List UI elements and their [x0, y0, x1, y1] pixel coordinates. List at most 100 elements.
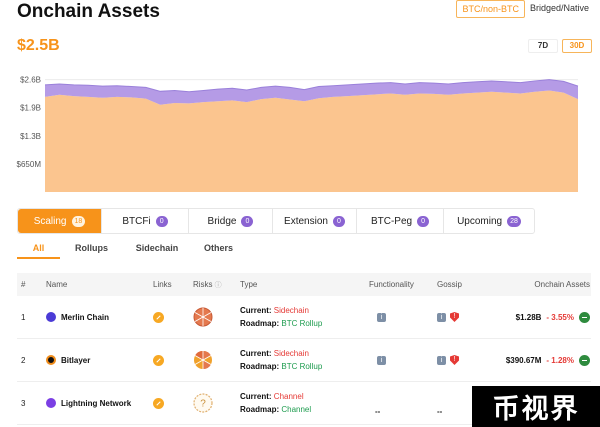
header-risks[interactable]: Risks ⓘ	[193, 273, 233, 296]
series-upper-area	[45, 79, 578, 105]
roadmap-label: Roadmap:	[240, 319, 280, 328]
risks-cell: ?	[193, 382, 233, 424]
header-risks-label: Risks	[193, 280, 213, 289]
functionality-cell: i	[369, 296, 424, 338]
project-name: Merlin Chain	[61, 312, 110, 322]
trend-icon[interactable]	[579, 311, 590, 323]
tab-extension[interactable]: Extension 0	[273, 209, 357, 233]
tab-label: BTCFi	[122, 215, 151, 227]
asset-change: - 3.55%	[546, 312, 574, 322]
tab-btc-peg[interactable]: BTC-Peg 0	[357, 209, 444, 233]
total-assets-value: $2.5B	[17, 37, 60, 54]
tab-label: Scaling	[33, 215, 67, 227]
tab-label: Extension	[284, 215, 328, 227]
roadmap-type[interactable]: BTC Rollup	[281, 362, 323, 371]
table-row[interactable]: 3 Lightning Network ? Current: Channel R…	[17, 382, 591, 425]
time-range-selector: 7D 30D	[528, 39, 592, 53]
roadmap-type[interactable]: BTC Rollup	[281, 319, 323, 328]
type-roadmap: Roadmap: Channel	[240, 405, 311, 414]
functionality-info-icon[interactable]: i	[377, 355, 386, 365]
links-cell	[153, 296, 183, 338]
project-name: Bitlayer	[61, 355, 91, 365]
toggle-btc-non-btc[interactable]: BTC/non-BTC	[456, 0, 525, 18]
links-cell	[153, 339, 183, 381]
category-tabs: Scaling 18 BTCFi 0 Bridge 0 Extension 0 …	[17, 208, 535, 234]
link-icon[interactable]	[153, 311, 164, 323]
alert-shield-icon[interactable]: !	[450, 355, 459, 365]
risk-rosette-icon[interactable]	[193, 350, 213, 370]
bitlayer-logo-icon	[46, 355, 56, 365]
roadmap-type[interactable]: Channel	[281, 405, 312, 414]
current-type[interactable]: Sidechain	[273, 306, 309, 315]
y-tick-label: $1.3B	[20, 132, 41, 141]
links-cell	[153, 382, 183, 424]
chart-svg: $2.6B $1.9B $1.3B $650M	[17, 76, 579, 192]
asset-value: $1.28B	[515, 312, 542, 322]
project-name-cell[interactable]: Merlin Chain	[46, 296, 146, 338]
functionality-info-icon[interactable]: i	[377, 312, 386, 322]
count-badge: 18	[71, 215, 86, 227]
type-cell: Current: Channel Roadmap: Channel	[240, 382, 365, 424]
risk-unknown-icon[interactable]: ?	[193, 393, 213, 413]
trend-icon[interactable]	[579, 354, 590, 366]
count-badge: 28	[507, 215, 521, 227]
current-label: Current:	[240, 306, 272, 315]
table-row[interactable]: 2 Bitlayer Current: Sidechain Roadmap: B…	[17, 339, 591, 382]
header-links: Links	[153, 280, 172, 289]
type-cell: Current: Sidechain Roadmap: BTC Rollup	[240, 339, 365, 381]
subtab-rollups[interactable]: Rollups	[75, 243, 108, 253]
tab-upcoming[interactable]: Upcoming 28	[444, 209, 534, 233]
header-type: Type	[240, 280, 258, 289]
current-type[interactable]: Channel	[273, 392, 304, 401]
link-icon[interactable]	[153, 354, 164, 366]
project-name: Lightning Network	[61, 398, 132, 408]
series-upper-line	[44, 79, 579, 93]
y-tick-label: $1.9B	[20, 104, 41, 113]
project-name-cell[interactable]: Bitlayer	[46, 339, 146, 381]
merlin-logo-icon	[46, 312, 56, 322]
link-icon[interactable]	[153, 397, 164, 409]
watermark-logo: 币视界	[472, 386, 600, 427]
tab-scaling[interactable]: Scaling 18	[18, 209, 102, 233]
lightning-logo-icon	[46, 398, 56, 408]
type-current: Current: Sidechain	[240, 349, 309, 358]
alert-shield-icon[interactable]: !	[450, 312, 459, 322]
assets-cell: $390.67M - 1.28%	[492, 339, 590, 381]
tab-btcfi[interactable]: BTCFi 0	[102, 209, 189, 233]
gossip-cell: --	[437, 407, 443, 416]
tab-bridge[interactable]: Bridge 0	[189, 209, 273, 233]
project-name-cell[interactable]: Lightning Network	[46, 382, 146, 424]
risks-cell	[193, 296, 233, 338]
header-name[interactable]: Name	[46, 280, 68, 289]
risk-rosette-icon[interactable]	[193, 307, 213, 327]
type-current: Current: Channel	[240, 392, 304, 401]
current-type[interactable]: Sidechain	[273, 349, 309, 358]
roadmap-label: Roadmap:	[240, 362, 280, 371]
header-onchain-assets[interactable]: Onchain Assets	[534, 280, 590, 289]
gossip-info-icon[interactable]: i	[437, 355, 446, 365]
roadmap-label: Roadmap:	[240, 405, 280, 414]
assets-cell: $1.28B - 3.55%	[492, 296, 590, 338]
toggle-bridged-native[interactable]: Bridged/Native	[529, 3, 589, 13]
current-label: Current:	[240, 392, 272, 401]
range-7d-button[interactable]: 7D	[528, 39, 558, 53]
subtab-all[interactable]: All	[17, 240, 60, 259]
count-badge: 0	[241, 215, 254, 227]
gossip-info-icon[interactable]: i	[437, 312, 446, 322]
type-roadmap: Roadmap: BTC Rollup	[240, 362, 322, 371]
type-cell: Current: Sidechain Roadmap: BTC Rollup	[240, 296, 365, 338]
page-title: Onchain Assets	[17, 1, 160, 22]
assets-area-chart: $2.6B $1.9B $1.3B $650M	[0, 65, 600, 200]
table-row[interactable]: 1 Merlin Chain Current: Sidechain Roadma…	[17, 296, 591, 339]
range-30d-button[interactable]: 30D	[562, 39, 592, 53]
y-tick-label: $650M	[17, 160, 42, 169]
risks-cell	[193, 339, 233, 381]
subtab-sidechain[interactable]: Sidechain	[135, 243, 179, 253]
view-toggle: BTC/non-BTC Bridged/Native	[456, 0, 594, 18]
type-current: Current: Sidechain	[240, 306, 309, 315]
subtab-others[interactable]: Others	[203, 243, 233, 253]
row-number: 3	[21, 398, 26, 408]
header-functionality: Functionality	[369, 280, 414, 289]
tab-label: Upcoming	[457, 215, 503, 227]
table-header: # Name Links Risks ⓘ Type Functionality G…	[17, 273, 591, 296]
